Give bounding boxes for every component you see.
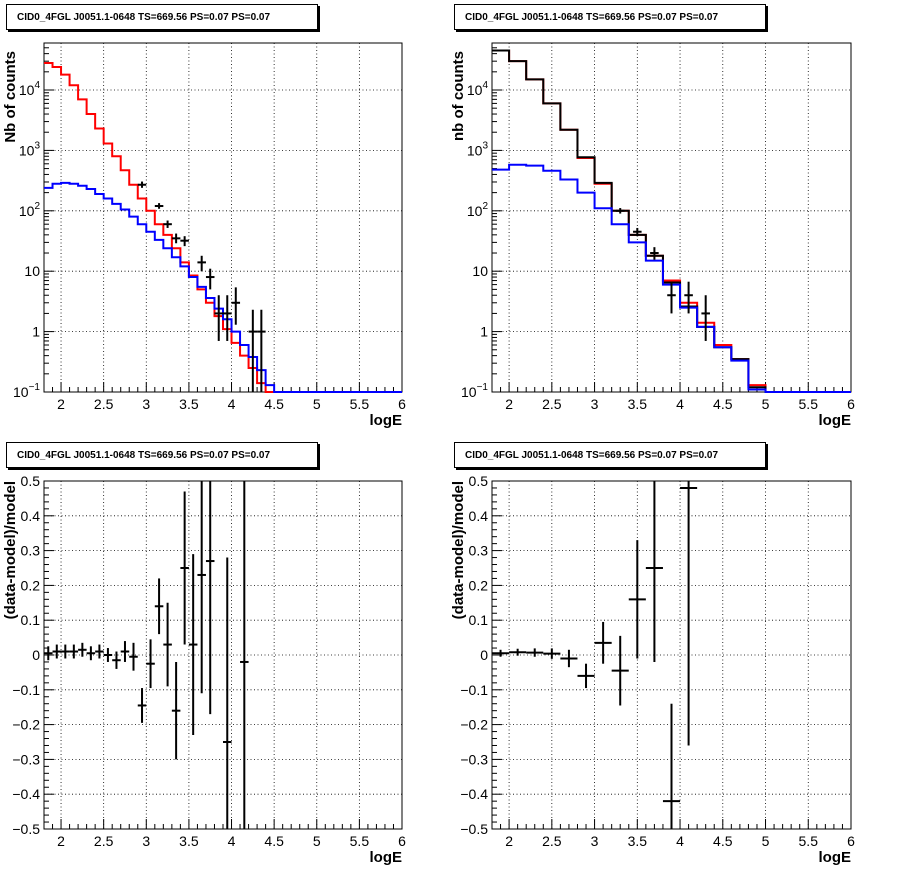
y-tick-label: 0 bbox=[480, 647, 488, 663]
x-tick-label: 6 bbox=[398, 833, 406, 849]
plot-frame bbox=[43, 42, 403, 393]
y-tick-label: −0.2 bbox=[12, 717, 40, 733]
x-tick-label: 6 bbox=[398, 396, 406, 412]
y-tick-label: 0.2 bbox=[21, 577, 41, 593]
y-tick-label: −0.5 bbox=[460, 821, 488, 837]
y-tick-label: 1 bbox=[480, 324, 488, 340]
histogram-series-0 bbox=[492, 49, 851, 393]
x-tick-label: 4 bbox=[228, 396, 236, 412]
y-tick-label: 0.2 bbox=[469, 577, 489, 593]
x-tick-label: 3.5 bbox=[628, 833, 648, 849]
histogram-series-2 bbox=[492, 163, 851, 393]
x-tick-label: 4 bbox=[228, 833, 236, 849]
x-tick-label: 6 bbox=[847, 833, 855, 849]
y-tick-label: −0.1 bbox=[460, 682, 488, 698]
histogram-series-0 bbox=[44, 61, 402, 393]
panel-title-bottom-right: CID0_4FGL J0051.1-0648 TS=669.56 PS=0.07… bbox=[454, 442, 766, 468]
y-tick-label: 0.4 bbox=[469, 508, 489, 524]
x-tick-label: 3 bbox=[142, 396, 150, 412]
panel-title-top-left: CID0_4FGL J0051.1-0648 TS=669.56 PS=0.07… bbox=[6, 4, 318, 30]
y-tick-label: 0.1 bbox=[469, 612, 489, 628]
x-tick-label: 4.5 bbox=[713, 396, 733, 412]
x-tick-label: 3.5 bbox=[628, 396, 648, 412]
panel-title-top-right: CID0_4FGL J0051.1-0648 TS=669.56 PS=0.07… bbox=[454, 4, 766, 30]
x-tick-label: 4.5 bbox=[713, 833, 733, 849]
y-tick-label: −0.3 bbox=[12, 751, 40, 767]
x-tick-label: 5.5 bbox=[350, 396, 370, 412]
x-tick-label: 3 bbox=[142, 833, 150, 849]
x-tick-label: 5.5 bbox=[799, 833, 819, 849]
x-tick-label: 3 bbox=[591, 833, 599, 849]
x-tick-label: 5 bbox=[762, 833, 770, 849]
x-tick-label: 6 bbox=[847, 396, 855, 412]
x-axis-label: logE bbox=[370, 849, 403, 866]
y-tick-label: 0.4 bbox=[21, 508, 41, 524]
y-tick-label: −0.3 bbox=[460, 751, 488, 767]
y-tick-label: 0 bbox=[32, 647, 40, 663]
y-tick-label: −0.5 bbox=[12, 821, 40, 837]
y-tick-label: −0.2 bbox=[460, 717, 488, 733]
x-tick-label: 2.5 bbox=[94, 396, 114, 412]
x-tick-label: 2.5 bbox=[94, 833, 114, 849]
y-tick-label: 0.5 bbox=[21, 473, 41, 489]
y-tick-label: 0.5 bbox=[469, 473, 489, 489]
x-tick-label: 5.5 bbox=[799, 396, 819, 412]
y-tick-label: 10−1 bbox=[13, 382, 40, 400]
x-tick-label: 2 bbox=[505, 833, 513, 849]
x-tick-label: 3.5 bbox=[179, 833, 199, 849]
y-tick-label: 0.3 bbox=[21, 543, 41, 559]
y-axis-label: (data-model)/model bbox=[450, 481, 467, 619]
y-tick-label: −0.1 bbox=[12, 682, 40, 698]
x-axis-label: logE bbox=[819, 849, 852, 866]
x-tick-label: 5 bbox=[762, 396, 770, 412]
x-tick-label: 4 bbox=[676, 396, 684, 412]
x-tick-label: 2 bbox=[57, 396, 65, 412]
y-tick-label: 104 bbox=[467, 80, 489, 98]
x-tick-label: 5 bbox=[313, 833, 321, 849]
y-tick-label: −0.4 bbox=[460, 786, 488, 802]
y-tick-label: 103 bbox=[19, 140, 41, 158]
y-tick-label: 104 bbox=[19, 80, 41, 98]
y-axis-label: nb of counts bbox=[450, 51, 467, 141]
x-tick-label: 2.5 bbox=[542, 833, 562, 849]
x-tick-label: 3 bbox=[591, 396, 599, 412]
x-tick-label: 5.5 bbox=[350, 833, 370, 849]
y-tick-label: 103 bbox=[467, 140, 489, 158]
y-tick-label: 102 bbox=[467, 201, 489, 219]
histogram-series-1 bbox=[44, 181, 402, 393]
x-tick-label: 4.5 bbox=[264, 833, 284, 849]
plot-frame bbox=[491, 42, 852, 393]
y-axis-label: (data-model)/model bbox=[2, 481, 19, 619]
y-tick-label: 10 bbox=[472, 263, 488, 279]
y-tick-label: 102 bbox=[19, 201, 41, 219]
x-tick-label: 2.5 bbox=[542, 396, 562, 412]
x-tick-label: 5 bbox=[313, 396, 321, 412]
y-tick-label: 10 bbox=[24, 263, 40, 279]
y-tick-label: −0.4 bbox=[12, 786, 40, 802]
y-tick-label: 0.1 bbox=[21, 612, 41, 628]
y-tick-label: 10−1 bbox=[461, 382, 488, 400]
x-tick-label: 4.5 bbox=[264, 396, 284, 412]
x-tick-label: 2 bbox=[57, 833, 65, 849]
x-axis-label: logE bbox=[819, 412, 852, 429]
y-tick-label: 0.3 bbox=[469, 543, 489, 559]
panel-title-bottom-left: CID0_4FGL J0051.1-0648 TS=669.56 PS=0.07… bbox=[6, 442, 318, 468]
x-tick-label: 2 bbox=[505, 396, 513, 412]
x-tick-label: 3.5 bbox=[179, 396, 199, 412]
histogram-series-1 bbox=[492, 49, 851, 393]
y-tick-label: 1 bbox=[32, 324, 40, 340]
y-axis-label: Nb of counts bbox=[2, 51, 19, 143]
x-tick-label: 4 bbox=[676, 833, 684, 849]
x-axis-label: logE bbox=[370, 412, 403, 429]
